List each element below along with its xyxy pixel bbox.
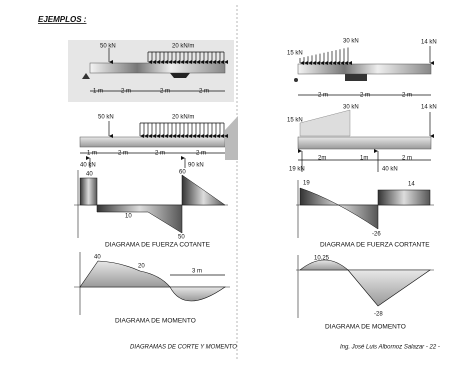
- reaction-label: 40 kN: [382, 167, 398, 173]
- load-label: 20 kN/m: [172, 44, 194, 50]
- dimension: 2 m: [360, 93, 370, 99]
- support: [294, 78, 298, 82]
- beam: [89, 62, 226, 74]
- value-label: 50: [178, 235, 185, 241]
- shear-area: [299, 187, 379, 230]
- right-shear-diagram: 19 14 -26 DIAGRAMA DE FUERZA CORTANTE: [296, 180, 434, 249]
- reaction-label: 90 kN: [188, 163, 204, 169]
- value-label: 60: [179, 170, 186, 176]
- value-label: -28: [374, 312, 383, 318]
- diagram-title: DIAGRAMA DE MOMENTO: [115, 318, 196, 325]
- load-label: 14 kN: [421, 40, 437, 46]
- distributed-load: [139, 122, 228, 138]
- left-beam-2: 50 kN 20 kN/m 1 m 2 m 2 m 2 m 40 kN 90 k…: [79, 115, 238, 169]
- support: [170, 73, 190, 78]
- value-label: 14: [408, 182, 415, 188]
- shear-area: [181, 174, 226, 206]
- dimension: 2 m: [160, 89, 170, 95]
- reaction-label: 40 kN: [80, 163, 96, 169]
- dimension: 2 m: [318, 93, 328, 99]
- value-label: 19: [303, 181, 310, 187]
- dimension: 1 m: [87, 151, 97, 157]
- footer-left: DIAGRAMAS DE CORTE Y MOMENTO: [130, 345, 237, 351]
- dimension: 2m: [318, 156, 326, 162]
- triangular-load: [299, 47, 352, 65]
- dimension: 1m: [360, 156, 368, 162]
- beam: [297, 136, 432, 150]
- dimension: 2 m: [199, 89, 209, 95]
- moment-area: [79, 260, 171, 288]
- footer-right: Ing. José Luis Albornoz Salazar - 22 -: [340, 345, 440, 351]
- reaction-label: 19 kN: [289, 167, 305, 173]
- dimension: 2 m: [402, 156, 412, 162]
- dimension: 2 m: [118, 151, 128, 157]
- right-beam-1: 15 kN 30 kN 14 kN 2 m 2 m 2 m: [287, 39, 437, 99]
- header-title: EJEMPLOS :: [38, 15, 87, 24]
- dimension: 2 m: [196, 151, 206, 157]
- left-beam-1: 50 kN 20 kN/m 1 m 2 m 2 m 2 m: [68, 40, 234, 102]
- load-label: 14 kN: [421, 105, 437, 111]
- dimension: 2 m: [121, 89, 131, 95]
- value-label: 40: [94, 255, 101, 261]
- right-moment-diagram: 10.25 -28 DIAGRAMA DE MOMENTO: [296, 255, 434, 331]
- beam: [297, 63, 432, 75]
- value-label: 40: [86, 172, 93, 178]
- value-label: 10: [125, 214, 132, 220]
- dimension: 2 m: [402, 93, 412, 99]
- shear-area: [377, 189, 431, 206]
- value-label: -26: [372, 232, 381, 238]
- dimension: 1 m: [93, 89, 103, 95]
- wall: [225, 116, 238, 160]
- moment-area: [169, 286, 226, 302]
- load-label: 30 kN: [343, 39, 359, 45]
- shear-area: [79, 177, 98, 206]
- triangular-load: [299, 109, 351, 137]
- right-beam-2: 15 kN 30 kN 14 kN 2m 1m 2 m 19 kN 40 kN: [287, 105, 437, 173]
- dimension: 3 m: [192, 269, 202, 275]
- support: [82, 73, 90, 79]
- left-moment-diagram: 40 20 3 m DIAGRAMA DE MOMENTO: [74, 252, 230, 325]
- diagram-title: DIAGRAMA DE MOMENTO: [325, 324, 406, 331]
- load-label: 15 kN: [287, 51, 303, 57]
- value-label: 10.25: [314, 256, 330, 262]
- value-label: 20: [138, 264, 145, 270]
- load-label: 50 kN: [98, 115, 114, 121]
- load-label: 50 kN: [100, 44, 116, 50]
- load-label: 20 kN/m: [172, 115, 194, 121]
- beam: [79, 136, 226, 148]
- left-shear-diagram: 40 10 50 60 DIAGRAMA DE FUERZA COTANTE: [74, 170, 228, 249]
- moment-area: [347, 269, 431, 307]
- shear-area: [96, 204, 183, 234]
- diagram-title: DIAGRAMA DE FUERZA COTANTE: [105, 242, 211, 249]
- distributed-load: [147, 51, 228, 64]
- dimension: 2 m: [155, 151, 165, 157]
- load-label: 15 kN: [287, 118, 303, 124]
- support: [345, 74, 367, 81]
- load-label: 30 kN: [343, 105, 359, 111]
- diagram-title: DIAGRAMA DE FUERZA CORTANTE: [320, 242, 430, 249]
